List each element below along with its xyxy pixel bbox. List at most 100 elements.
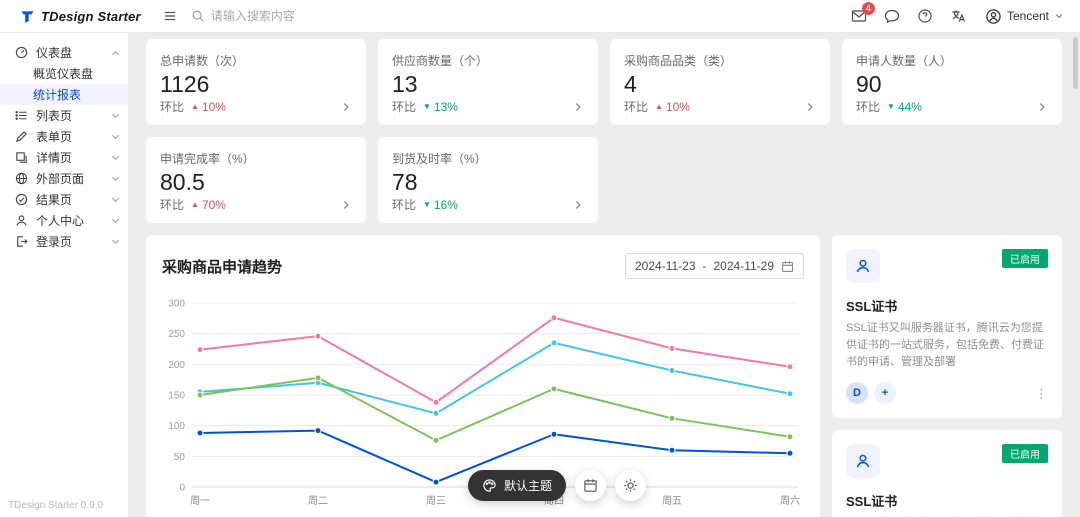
calendar-icon [584,479,597,492]
ssl-product-icon [846,249,880,283]
settings-button[interactable] [615,470,647,501]
svg-text:周二: 周二 [308,495,328,507]
stat-label: 申请人数量（人） [856,54,953,68]
chevron-down-icon [1055,14,1063,19]
list-icon [15,109,28,122]
stat-value: 80.5 [160,169,205,195]
svg-text:周五: 周五 [662,495,682,507]
ssl-product-icon [846,444,880,479]
tdesign-logo-icon [21,10,34,23]
date-start: 2024-11-23 [635,259,696,273]
stat-card-total-applications[interactable]: 总申请数（次） 1126 环比 ▲ 10% [146,39,366,125]
svg-text:200: 200 [168,360,185,371]
sidebar-item-profile[interactable]: 个人中心 [0,210,128,231]
stat-compare-label: 环比 [624,100,649,114]
sidebar-item-list[interactable]: 列表页 [0,105,128,126]
trend-arrow-icon: ▼ [887,101,895,111]
user-icon [15,214,28,227]
calendar-icon [782,260,793,272]
sidebar-subitem-overview[interactable]: 概览仪表盘 [0,63,128,84]
stat-label: 申请完成率（%） [160,152,255,166]
app-version: TDesign Starter 0.9.0 [8,500,104,511]
trend-value: 10% [665,99,690,114]
status-badge: 已启用 [1002,249,1048,268]
logo-text: TDesign Starter [41,8,141,24]
theme-label: 默认主题 [504,479,553,493]
sidebar: 仪表盘 概览仪表盘 统计报表 列表页 表单页 详情页 外部页面 [0,33,128,517]
stat-card-suppliers[interactable]: 供应商数量（个） 13 环比 ▼ 13% [378,39,598,125]
gear-icon [624,479,637,492]
sidebar-item-external[interactable]: 外部页面 [0,168,128,189]
stat-value: 13 [392,71,418,97]
sidebar-item-detail[interactable]: 详情页 [0,147,128,168]
stat-trend: ▼ 13% [423,100,458,114]
svg-text:150: 150 [168,391,185,402]
product-card-ssl[interactable]: 已启用 SSL证书 SSL证书又叫服务器证书，腾讯云为您提供证书的一站式服务，包… [832,430,1062,517]
stat-compare-label: 环比 [160,198,185,212]
collapse-menu-icon[interactable] [163,9,177,23]
calendar-tool-button[interactable] [575,470,607,501]
chevron-right-icon[interactable] [340,199,352,211]
theme-selector-button[interactable]: 默认主题 [468,470,567,501]
scrollbar[interactable] [1073,37,1078,89]
palette-icon [483,479,496,492]
help-icon[interactable] [917,8,933,24]
stat-card-categories[interactable]: 采购商品品类（类） 4 环比 ▲ 10% [610,39,830,125]
trend-value: 16% [433,197,458,212]
main-content: 总申请数（次） 1126 环比 ▲ 10% 供应商数量（个） 13 环比 ▼ [128,33,1080,517]
global-search[interactable] [191,9,361,23]
chevron-right-icon[interactable] [1036,101,1048,113]
chevron-down-icon [111,194,120,203]
chevron-down-icon [111,236,120,245]
translate-icon[interactable] [950,8,966,24]
chevron-up-icon [111,50,120,58]
stat-trend: ▲ 10% [191,100,226,114]
sidebar-item-dashboard[interactable]: 仪表盘 [0,42,128,63]
date-range-picker[interactable]: 2024-11-23 - 2024-11-29 [625,253,804,279]
sidebar-item-result[interactable]: 结果页 [0,189,128,210]
svg-text:周三: 周三 [426,495,446,507]
stat-value: 90 [856,71,882,97]
mail-icon[interactable]: 4 [851,2,875,24]
chat-icon[interactable] [884,8,900,24]
add-member-button[interactable]: + [874,382,896,405]
stat-label: 总申请数（次） [160,54,245,68]
dashboard-icon [15,46,28,59]
svg-text:300: 300 [168,299,185,310]
sidebar-item-label: 外部页面 [36,172,85,186]
sidebar-item-label: 个人中心 [36,214,85,228]
product-description: SSL证书又叫服务器证书，腾讯云为您提供证书的一站式服务，包括免费、付费证书的申… [846,322,1044,369]
product-cards-column: 已启用 SSL证书 SSL证书又叫服务器证书，腾讯云为您提供证书的一站式服务，包… [832,235,1062,517]
stat-card-completion-rate[interactable]: 申请完成率（%） 80.5 环比 ▲ 70% [146,137,366,223]
product-title: SSL证书 [846,494,898,510]
chevron-right-icon[interactable] [572,199,584,211]
top-navbar: TDesign Starter 4 Tencent [0,0,1080,33]
chevron-right-icon[interactable] [804,101,816,113]
sidebar-subitem-report-active[interactable]: 统计报表 [0,84,128,105]
stat-card-ontime-rate[interactable]: 到货及时率（%） 78 环比 ▼ 16% [378,137,598,223]
search-input[interactable] [210,9,361,23]
stat-value: 78 [392,169,418,195]
sidebar-item-label: 列表页 [36,109,73,123]
stat-card-applicants[interactable]: 申请人数量（人） 90 环比 ▼ 44% [842,39,1062,125]
account-menu[interactable]: Tencent [985,8,1064,25]
trend-arrow-icon: ▼ [423,101,431,111]
svg-text:周六: 周六 [780,495,800,507]
trend-value: 70% [201,197,226,212]
chevron-down-icon [111,152,120,161]
stat-compare-label: 环比 [856,100,881,114]
product-card-ssl[interactable]: 已启用 SSL证书 SSL证书又叫服务器证书，腾讯云为您提供证书的一站式服务，包… [832,235,1062,419]
check-circle-icon [15,193,28,206]
svg-text:0: 0 [179,483,185,494]
more-options-icon[interactable]: ⋮ [1035,385,1048,401]
sidebar-item-label: 表单页 [36,130,73,144]
app-logo[interactable]: TDesign Starter [20,9,141,24]
chevron-right-icon[interactable] [572,101,584,113]
sidebar-item-login[interactable]: 登录页 [0,231,128,252]
svg-text:250: 250 [168,329,185,340]
sidebar-item-label: 结果页 [36,193,73,207]
chevron-right-icon[interactable] [340,101,352,113]
user-avatar-icon [986,8,1001,24]
sidebar-item-form[interactable]: 表单页 [0,126,128,147]
